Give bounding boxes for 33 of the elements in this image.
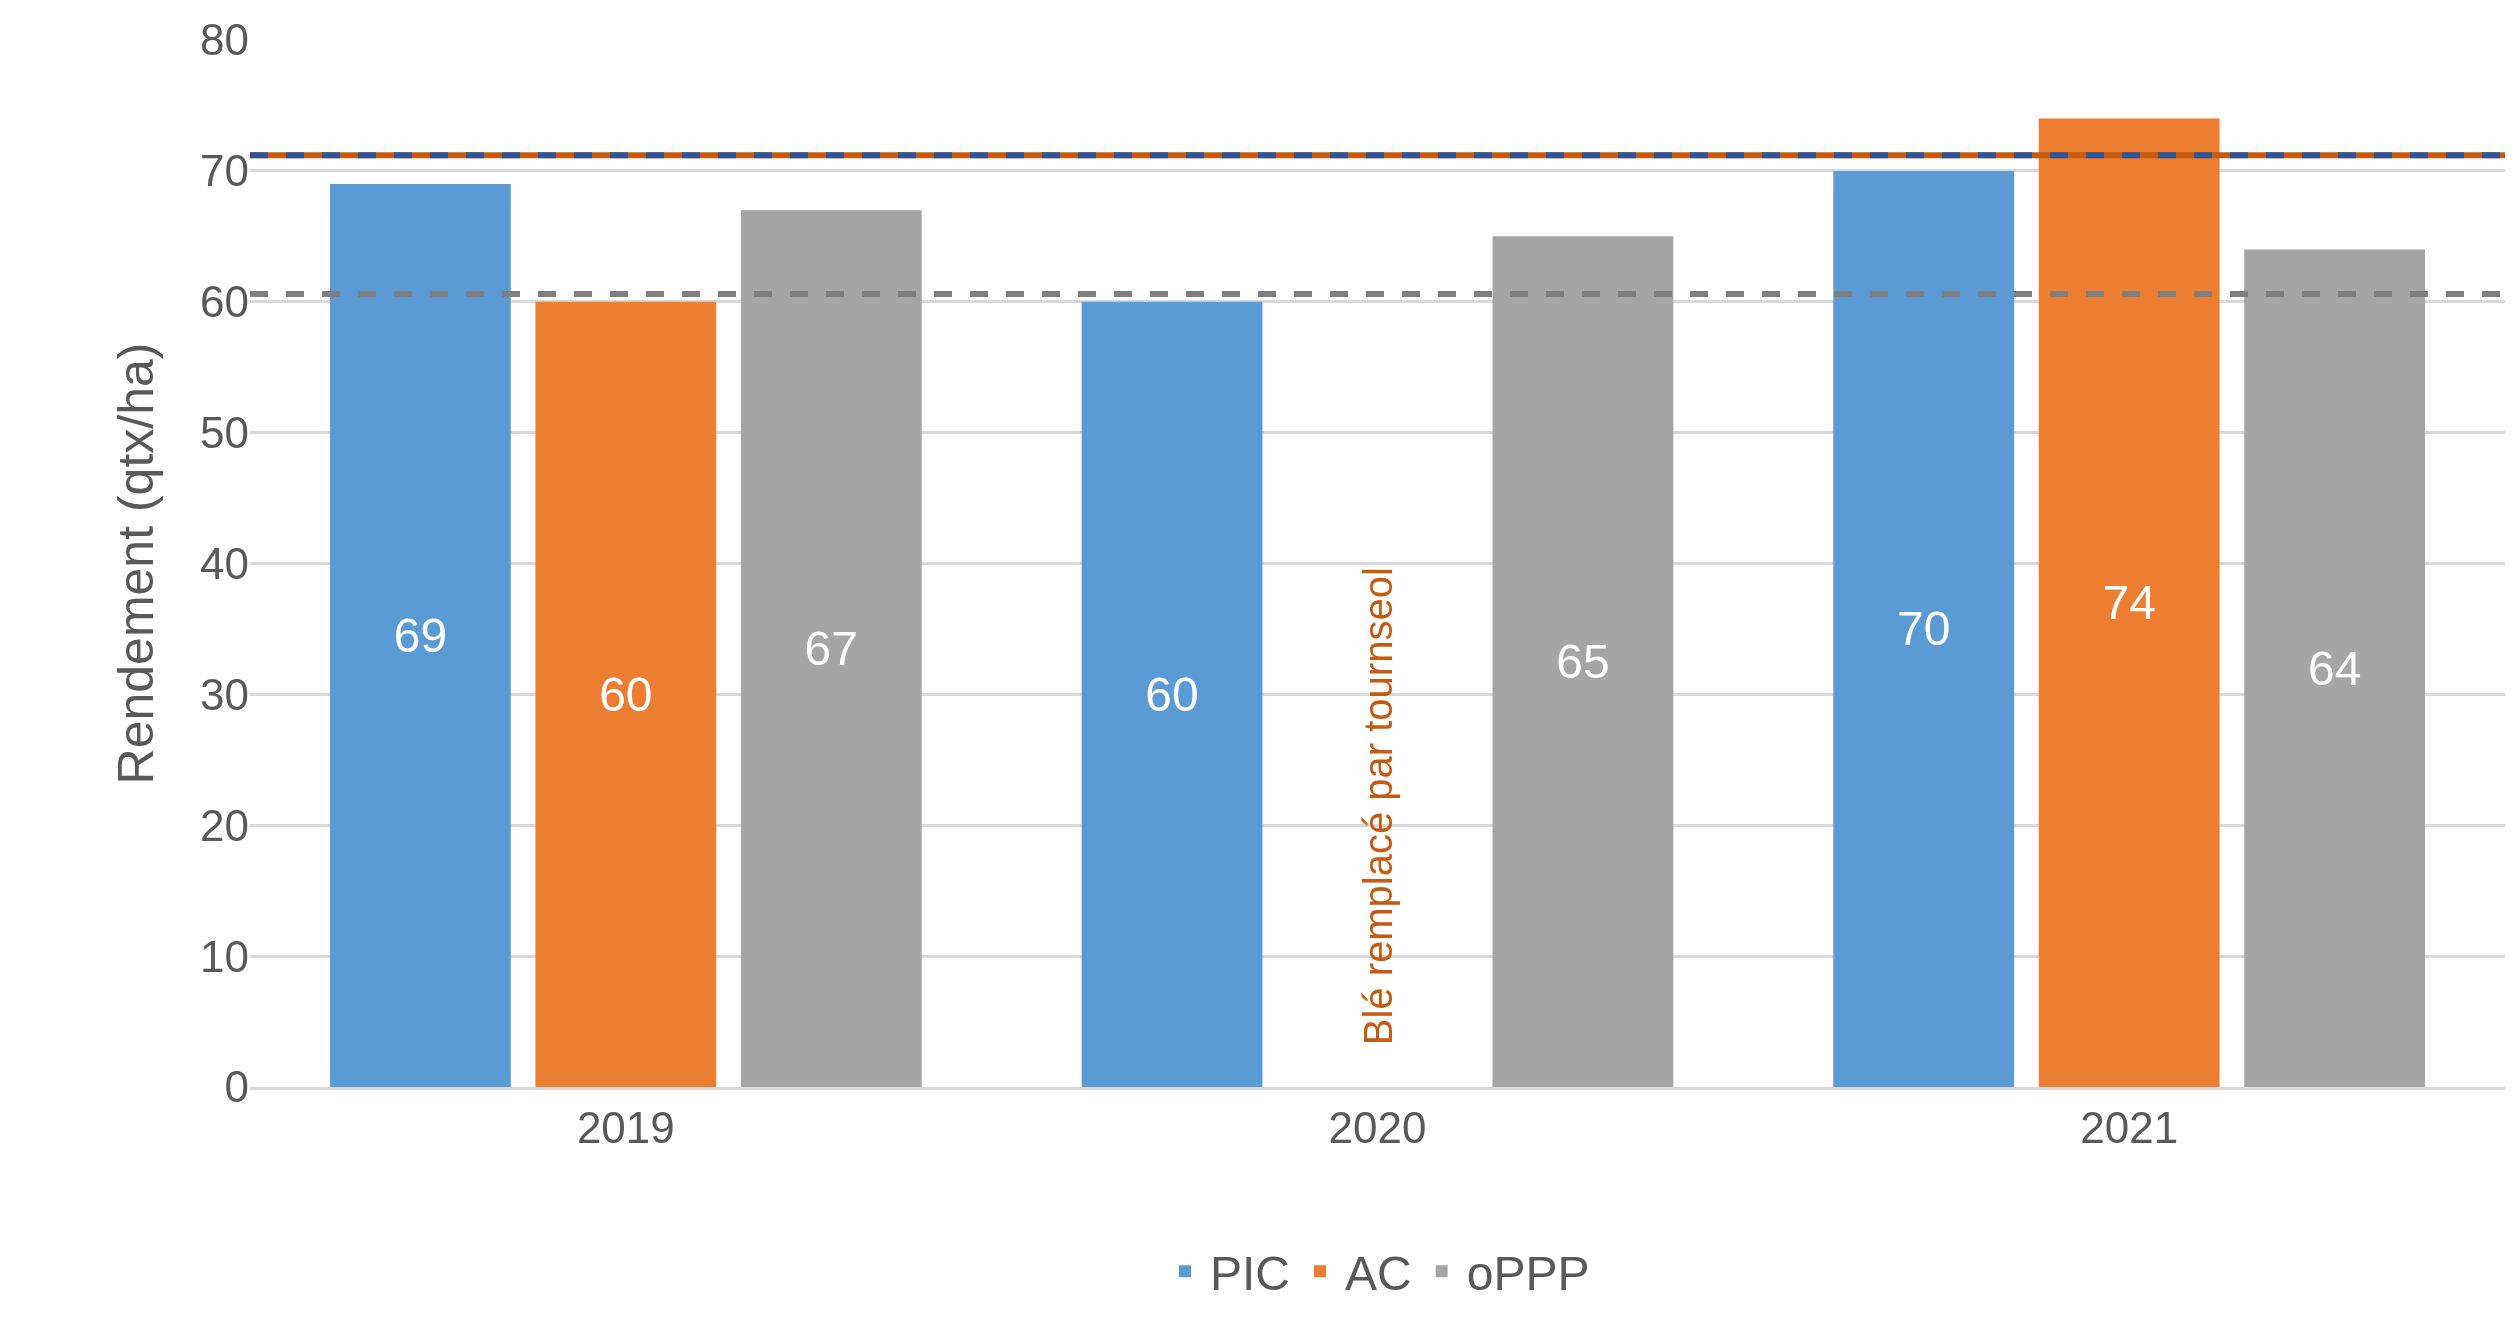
data-label: 70 [1897,602,1951,656]
data-label: 64 [2307,641,2362,695]
bar [1081,301,1263,1087]
y-tick-label: 80 [200,15,249,65]
y-tick-label: 0 [224,1062,249,1112]
bar [2038,118,2220,1087]
y-tick-label: 60 [200,277,249,327]
data-label: 60 [1145,667,1199,721]
y-tick-label: 50 [200,408,249,458]
bar [1833,170,2015,1087]
bar [329,183,511,1087]
data-label: 65 [1556,635,1610,689]
y-tick-label: 30 [200,669,249,719]
x-tick-label: 2020 [1328,1102,1427,1152]
legend-label: oPPP [1466,1247,1590,1300]
y-axis-title: Rendement (qtx/ha) [108,342,165,785]
y-tick-label: 20 [200,800,249,850]
bar [2244,249,2426,1087]
y-tick-label: 70 [200,146,249,196]
bar [740,210,922,1087]
bar [1492,236,1674,1087]
legend-label: AC [1345,1247,1412,1300]
legend-label: PIC [1210,1247,1291,1300]
data-label: 74 [2102,576,2156,630]
y-tick-label: 10 [200,931,249,981]
data-label: 69 [393,608,448,662]
x-tick-label: 2021 [2080,1102,2179,1152]
annotation: Blé remplacé par tournseol [1355,567,1400,1046]
x-tick-label: 2019 [576,1102,675,1152]
y-tick-label: 40 [200,538,249,588]
data-label: 67 [804,622,858,676]
bar [535,301,717,1087]
data-label: 60 [599,667,653,721]
